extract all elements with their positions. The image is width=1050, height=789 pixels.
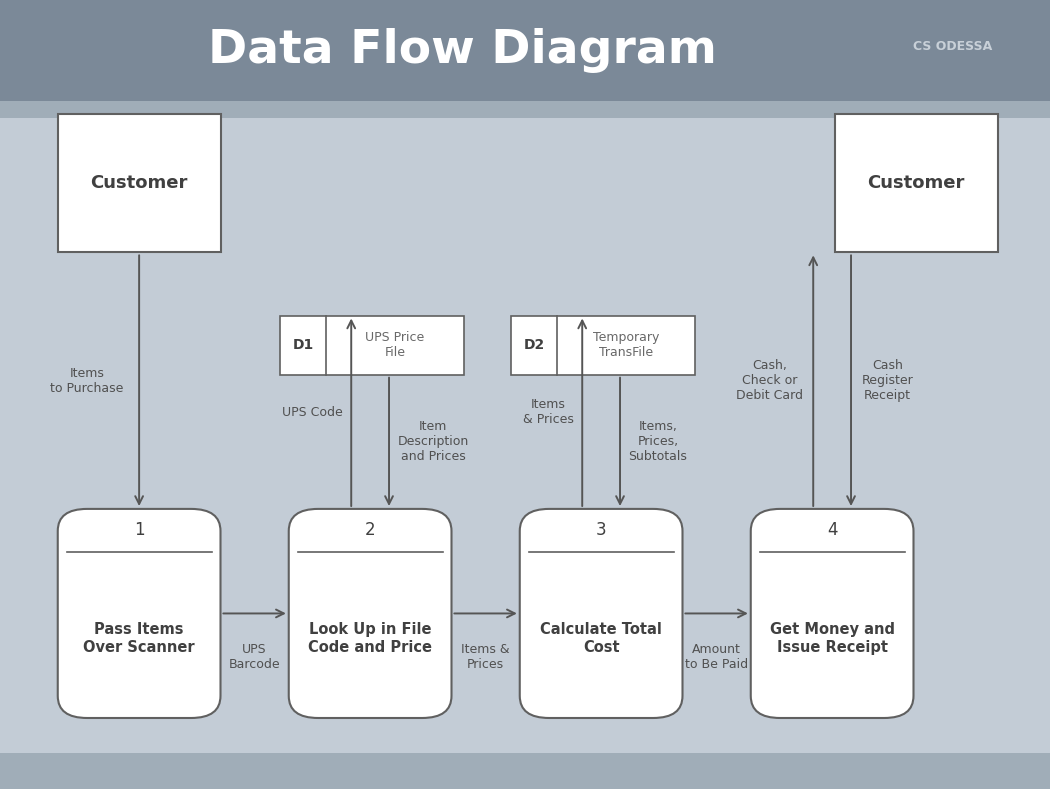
Text: Pass Items
Over Scanner: Pass Items Over Scanner (83, 623, 195, 655)
Text: Cash
Register
Receipt: Cash Register Receipt (861, 359, 914, 402)
Text: Amount
to Be Paid: Amount to Be Paid (685, 643, 749, 671)
Text: D2: D2 (523, 338, 545, 352)
Bar (280, 316, 464, 375)
Text: Data Flow Diagram: Data Flow Diagram (208, 28, 716, 73)
Text: Cash,
Check or
Debit Card: Cash, Check or Debit Card (736, 359, 802, 402)
Text: Customer: Customer (867, 174, 965, 193)
Bar (511, 316, 695, 375)
Text: D1: D1 (292, 338, 314, 352)
Bar (0, 753, 1050, 789)
Text: UPS Price
File: UPS Price File (365, 331, 424, 359)
Text: 3: 3 (595, 522, 607, 539)
Bar (58, 114, 220, 252)
Bar (835, 114, 997, 252)
Text: Get Money and
Issue Receipt: Get Money and Issue Receipt (770, 623, 895, 655)
Text: Customer: Customer (90, 174, 188, 193)
Bar (0, 0, 1050, 101)
Text: UPS
Barcode: UPS Barcode (229, 643, 280, 671)
Text: Look Up in File
Code and Price: Look Up in File Code and Price (308, 623, 433, 655)
Text: 2: 2 (364, 522, 376, 539)
Text: 4: 4 (827, 522, 838, 539)
Text: Temporary
TransFile: Temporary TransFile (592, 331, 659, 359)
Text: Items,
Prices,
Subtotals: Items, Prices, Subtotals (628, 421, 688, 463)
Bar (0, 101, 1050, 118)
Text: CS ODESSA: CS ODESSA (914, 40, 992, 53)
FancyBboxPatch shape (58, 509, 220, 718)
Text: Calculate Total
Cost: Calculate Total Cost (540, 623, 663, 655)
Text: Items &
Prices: Items & Prices (461, 643, 510, 671)
Text: Items
to Purchase: Items to Purchase (50, 367, 124, 394)
Text: Items
& Prices: Items & Prices (523, 398, 573, 426)
FancyBboxPatch shape (289, 509, 452, 718)
FancyBboxPatch shape (520, 509, 682, 718)
FancyBboxPatch shape (751, 509, 914, 718)
Text: Item
Description
and Prices: Item Description and Prices (398, 421, 468, 463)
Text: 1: 1 (133, 522, 145, 539)
Text: UPS Code: UPS Code (282, 406, 342, 419)
